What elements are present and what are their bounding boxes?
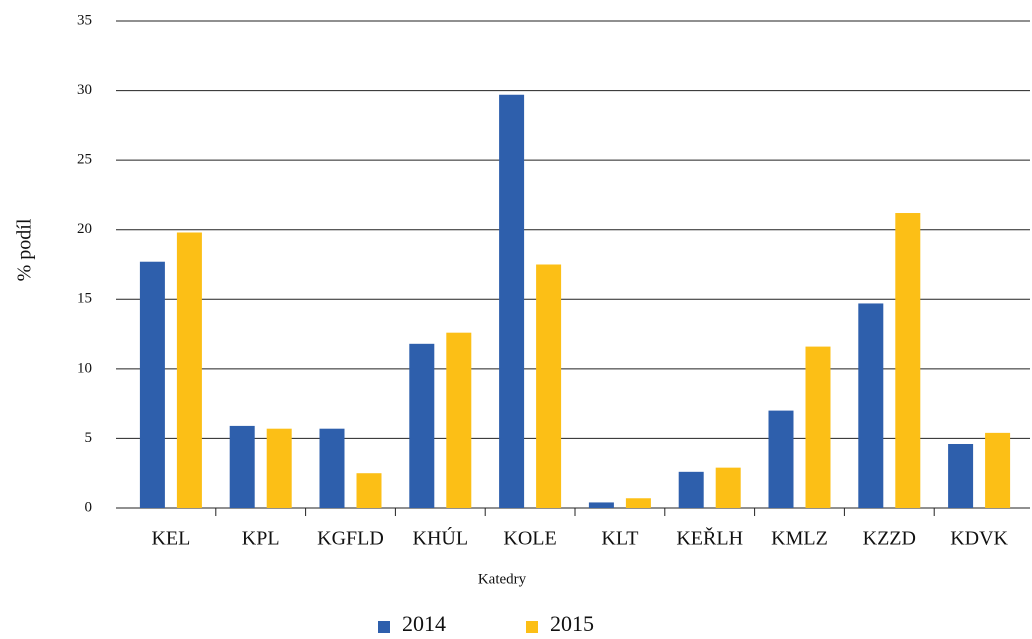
bar bbox=[588, 502, 614, 508]
bar bbox=[176, 232, 202, 509]
x-tick-label: KDVK bbox=[950, 528, 1008, 550]
bar bbox=[985, 432, 1011, 508]
y-tick-label: 30 bbox=[77, 82, 92, 98]
bar bbox=[768, 410, 794, 508]
legend-label: 2015 bbox=[550, 611, 594, 636]
y-tick-label: 5 bbox=[85, 430, 93, 446]
bar bbox=[139, 261, 165, 508]
x-tick-label: KZZD bbox=[863, 528, 916, 550]
bar bbox=[858, 303, 884, 508]
bar bbox=[266, 428, 292, 508]
x-tick-label: KEL bbox=[151, 528, 190, 550]
bar bbox=[499, 94, 525, 508]
y-tick-label: 25 bbox=[77, 152, 92, 168]
legend-swatch bbox=[378, 621, 390, 633]
y-tick-label: 15 bbox=[77, 291, 92, 307]
legend-swatch bbox=[526, 621, 538, 633]
bar bbox=[805, 346, 831, 508]
bar bbox=[678, 471, 704, 508]
bar bbox=[536, 264, 562, 508]
x-tick-label: KGFLD bbox=[317, 528, 384, 550]
bar bbox=[356, 473, 382, 508]
x-tick-label: KEŘLH bbox=[676, 527, 743, 550]
y-tick-label: 0 bbox=[85, 499, 93, 515]
bar bbox=[319, 428, 345, 508]
x-tick-label: KMLZ bbox=[771, 528, 828, 550]
bar bbox=[446, 332, 472, 508]
x-tick-label: KHÚL bbox=[413, 526, 469, 550]
x-tick-label: KLT bbox=[601, 528, 638, 550]
x-tick-label: KOLE bbox=[503, 528, 556, 550]
legend-label: 2014 bbox=[402, 611, 446, 636]
bar bbox=[409, 343, 435, 508]
y-tick-label: 20 bbox=[77, 221, 92, 237]
bar bbox=[895, 213, 921, 508]
x-axis-label: Katedry bbox=[478, 571, 527, 587]
y-tick-label: 10 bbox=[77, 360, 92, 376]
x-tick-label: KPL bbox=[242, 528, 280, 550]
bar bbox=[715, 467, 741, 508]
bar bbox=[948, 443, 974, 508]
bar bbox=[229, 425, 255, 508]
bar bbox=[625, 498, 651, 508]
y-axis-label: % podíl bbox=[14, 218, 36, 281]
y-tick-label: 35 bbox=[77, 12, 92, 28]
